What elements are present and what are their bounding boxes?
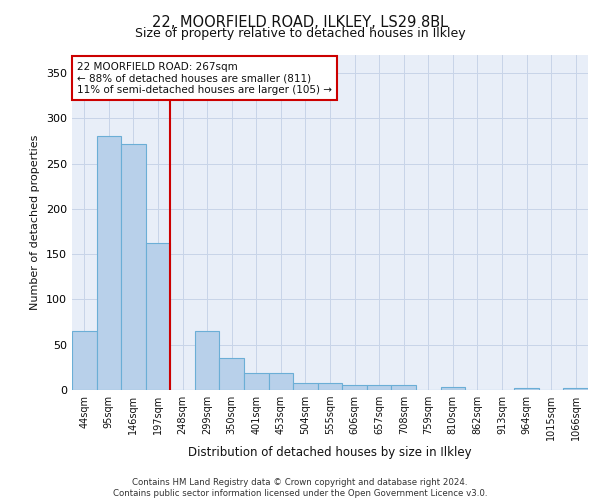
Bar: [146, 244, 170, 390]
Bar: [220, 358, 244, 390]
Bar: [440, 388, 465, 390]
Bar: [269, 373, 293, 390]
Bar: [97, 136, 121, 390]
Text: 22 MOORFIELD ROAD: 267sqm
← 88% of detached houses are smaller (811)
11% of semi: 22 MOORFIELD ROAD: 267sqm ← 88% of detac…: [77, 62, 332, 95]
Bar: [244, 373, 269, 390]
Text: Contains HM Land Registry data © Crown copyright and database right 2024.
Contai: Contains HM Land Registry data © Crown c…: [113, 478, 487, 498]
Text: Size of property relative to detached houses in Ilkley: Size of property relative to detached ho…: [134, 28, 466, 40]
Bar: [72, 331, 97, 390]
X-axis label: Distribution of detached houses by size in Ilkley: Distribution of detached houses by size …: [188, 446, 472, 459]
Bar: [195, 331, 220, 390]
Y-axis label: Number of detached properties: Number of detached properties: [31, 135, 40, 310]
Bar: [563, 388, 588, 390]
Bar: [514, 388, 539, 390]
Bar: [342, 384, 367, 390]
Bar: [367, 386, 391, 390]
Bar: [121, 144, 146, 390]
Bar: [318, 383, 342, 390]
Text: 22, MOORFIELD ROAD, ILKLEY, LS29 8BL: 22, MOORFIELD ROAD, ILKLEY, LS29 8BL: [152, 15, 448, 30]
Bar: [293, 383, 318, 390]
Bar: [391, 386, 416, 390]
